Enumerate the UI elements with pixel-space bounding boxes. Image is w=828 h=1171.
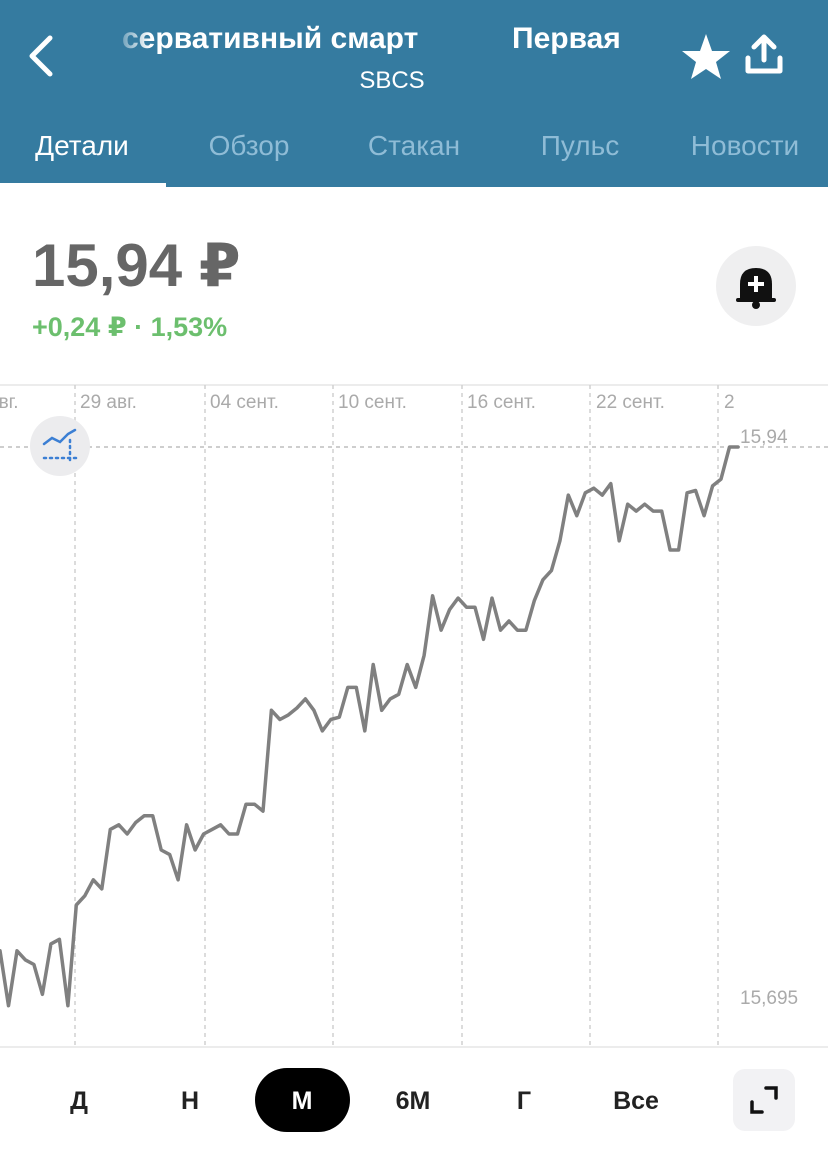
- date-grid: [74, 385, 719, 1047]
- tab[interactable]: Обзор: [209, 130, 290, 161]
- header-title-next: Первая: [512, 22, 621, 55]
- fullscreen-button[interactable]: [733, 1069, 795, 1131]
- tab-indicator: [0, 183, 166, 187]
- period[interactable]: М: [292, 1087, 313, 1115]
- period[interactable]: 6М: [396, 1087, 431, 1115]
- tab[interactable]: Пульс: [541, 130, 619, 161]
- x-tick-label: авг.: [0, 392, 19, 413]
- share-button[interactable]: [745, 34, 783, 74]
- period[interactable]: Все: [613, 1087, 659, 1115]
- price: 15,94 ₽: [32, 232, 241, 299]
- indicator-button[interactable]: [30, 416, 90, 476]
- y-tick-label: 15,695: [740, 988, 798, 1009]
- fullscreen-icon: [750, 1086, 778, 1114]
- header-subtitle: SBCS: [359, 67, 424, 94]
- x-tick-label: 16 сент.: [467, 392, 536, 413]
- price-change: +0,24 ₽ · 1,53%: [32, 312, 227, 342]
- title-fade: [110, 15, 150, 60]
- tab[interactable]: Стакан: [368, 130, 460, 161]
- y-tick-label: 15,94: [740, 427, 788, 448]
- favorite-star[interactable]: [682, 34, 730, 79]
- x-tick-label: 2: [724, 392, 735, 413]
- bell-icon: [736, 268, 776, 309]
- header-title: сервативный смарт: [122, 22, 418, 55]
- title-fade: [620, 15, 670, 60]
- back-button[interactable]: [29, 35, 53, 77]
- period[interactable]: Г: [517, 1087, 531, 1115]
- period-selected-bg: [255, 1068, 350, 1132]
- indicator-icon: [42, 428, 78, 464]
- x-tick-label: 29 авг.: [80, 392, 137, 413]
- period[interactable]: Н: [181, 1087, 199, 1115]
- x-tick-label: 22 сент.: [596, 392, 665, 413]
- tab[interactable]: Детали: [35, 130, 129, 161]
- tab[interactable]: Новости: [691, 130, 799, 161]
- x-tick-label: 04 сент.: [210, 392, 279, 413]
- chart: авг. 29 авг. 04 сент. 10 сент. 16 сент. 22 се…: [0, 392, 828, 1009]
- period[interactable]: Д: [70, 1087, 88, 1115]
- x-tick-label: 10 сент.: [338, 392, 407, 413]
- price-line: [0, 445, 740, 1008]
